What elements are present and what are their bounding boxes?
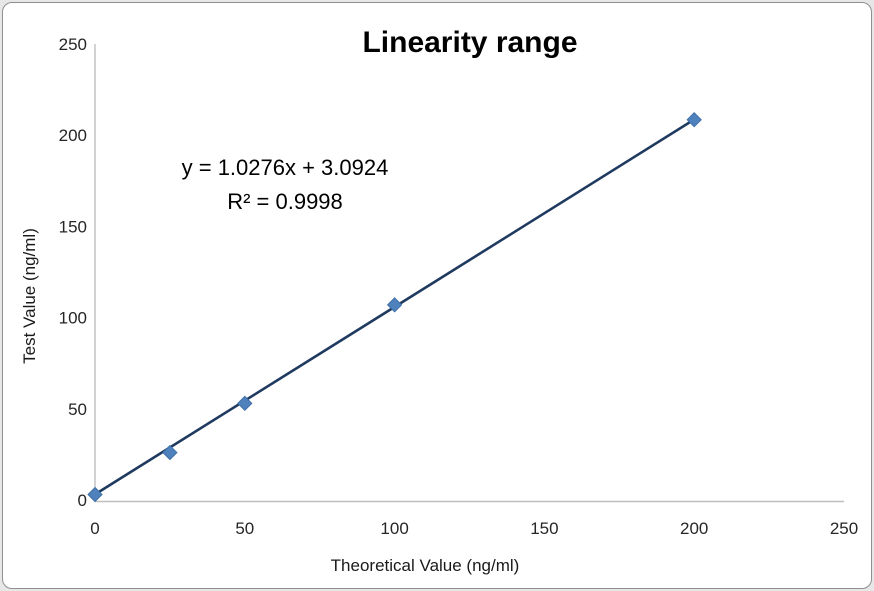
data-point-marker <box>686 111 702 128</box>
y-axis-tick-label: 0 <box>78 491 87 510</box>
data-point-marker <box>237 395 253 412</box>
data-point-marker <box>87 486 103 503</box>
y-axis-tick-label: 150 <box>59 217 87 236</box>
y-axis-tick-label: 100 <box>59 309 87 328</box>
y-axis-title: Test Value (ng/ml) <box>20 228 39 364</box>
x-axis-tick-label: 150 <box>530 519 558 538</box>
data-point-marker <box>386 297 403 313</box>
x-axis-tick-label: 100 <box>380 519 408 538</box>
trendline-equation-text: y = 1.0276x + 3.0924 <box>181 155 389 180</box>
x-axis-title: Theoretical Value (ng/ml) <box>330 556 520 575</box>
r-squared-text: R² = 0.9998 <box>227 189 343 214</box>
chart-title: Linearity range <box>362 26 578 59</box>
y-axis-tick-label: 50 <box>68 400 87 419</box>
x-axis-tick-label: 0 <box>90 519 99 538</box>
x-axis-tick-label: 200 <box>680 519 708 538</box>
data-point-marker <box>162 444 178 461</box>
x-axis-tick-label: 250 <box>830 519 858 538</box>
x-axis-tick-label: 50 <box>235 519 254 538</box>
y-axis-tick-label: 250 <box>59 35 87 54</box>
y-axis-tick-label: 200 <box>59 126 87 145</box>
equation-annotation: y = 1.0276x + 3.0924 R² = 0.9998 <box>135 151 435 219</box>
